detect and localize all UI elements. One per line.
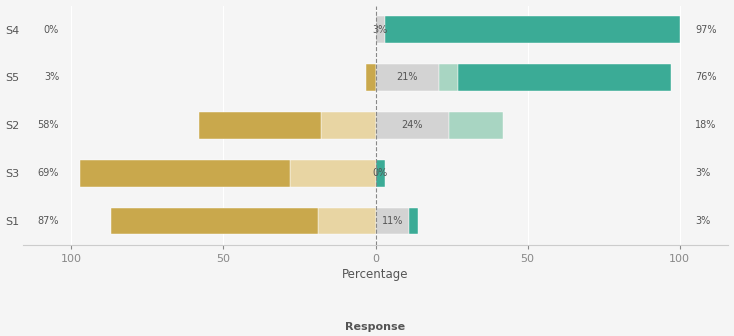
Bar: [385, 16, 680, 43]
X-axis label: Percentage: Percentage: [342, 268, 409, 282]
Bar: [318, 208, 376, 235]
Text: 97%: 97%: [695, 25, 716, 35]
Bar: [376, 160, 385, 186]
Text: 87%: 87%: [37, 216, 59, 226]
Text: 24%: 24%: [401, 120, 423, 130]
Bar: [376, 64, 440, 91]
Text: 3%: 3%: [44, 73, 59, 82]
Bar: [376, 208, 409, 235]
Text: 69%: 69%: [37, 168, 59, 178]
Bar: [291, 160, 376, 186]
Text: 3%: 3%: [695, 168, 711, 178]
Bar: [81, 160, 291, 186]
Bar: [409, 208, 418, 235]
Bar: [111, 208, 318, 235]
Bar: [440, 64, 458, 91]
Text: 0%: 0%: [372, 168, 388, 178]
Legend: Nunca, Raramente, Por vezes, Frequentemente, Sempre: Nunca, Raramente, Por vezes, Frequenteme…: [182, 318, 570, 336]
Text: 76%: 76%: [695, 73, 716, 82]
Text: 58%: 58%: [37, 120, 59, 130]
Bar: [376, 16, 385, 43]
Bar: [448, 112, 504, 139]
Text: 11%: 11%: [382, 216, 403, 226]
Text: 3%: 3%: [695, 216, 711, 226]
Bar: [321, 112, 376, 139]
Bar: [366, 64, 376, 91]
Text: 0%: 0%: [44, 25, 59, 35]
Bar: [376, 112, 448, 139]
Bar: [199, 112, 321, 139]
Text: 21%: 21%: [396, 73, 418, 82]
Text: 18%: 18%: [695, 120, 716, 130]
Text: 3%: 3%: [372, 25, 388, 35]
Bar: [458, 64, 671, 91]
